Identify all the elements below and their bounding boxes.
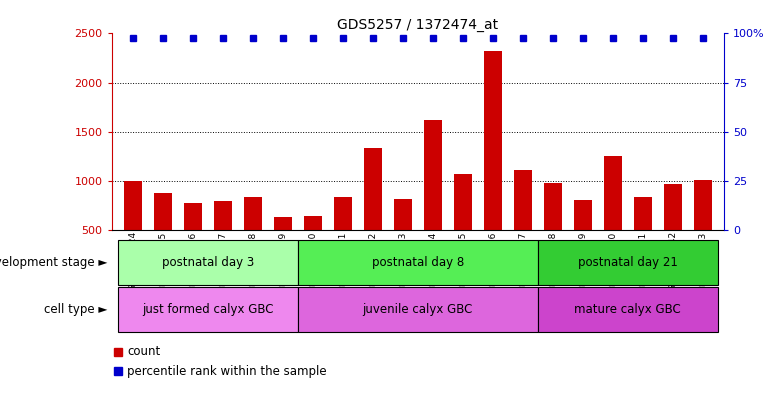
Text: juvenile calyx GBC: juvenile calyx GBC <box>363 303 473 316</box>
Bar <box>118 287 298 332</box>
Text: mature calyx GBC: mature calyx GBC <box>574 303 681 316</box>
Text: cell type ►: cell type ► <box>45 303 108 316</box>
Bar <box>537 240 718 285</box>
Bar <box>184 203 202 230</box>
Text: just formed calyx GBC: just formed calyx GBC <box>142 303 273 316</box>
Bar <box>574 200 592 230</box>
Bar <box>393 199 412 230</box>
Bar <box>214 201 232 230</box>
Text: postnatal day 8: postnatal day 8 <box>372 256 464 269</box>
Bar <box>154 193 172 230</box>
Bar <box>484 51 502 230</box>
Bar <box>634 197 651 230</box>
Bar <box>273 217 292 230</box>
Bar <box>664 184 681 230</box>
Bar <box>363 148 382 230</box>
Bar <box>243 196 262 230</box>
Bar <box>118 240 298 285</box>
Bar <box>454 174 472 230</box>
Text: percentile rank within the sample: percentile rank within the sample <box>127 365 326 378</box>
Text: development stage ►: development stage ► <box>0 256 108 269</box>
Bar <box>694 180 711 230</box>
Bar <box>124 181 142 230</box>
Text: postnatal day 21: postnatal day 21 <box>578 256 678 269</box>
Bar <box>544 183 562 230</box>
Bar <box>333 196 352 230</box>
Bar <box>298 240 537 285</box>
Bar <box>298 287 537 332</box>
Bar <box>514 170 532 230</box>
Bar <box>424 120 442 230</box>
Bar <box>537 287 718 332</box>
Title: GDS5257 / 1372474_at: GDS5257 / 1372474_at <box>337 18 498 32</box>
Text: postnatal day 3: postnatal day 3 <box>162 256 254 269</box>
Bar <box>303 216 322 230</box>
Bar <box>604 156 622 230</box>
Text: count: count <box>127 345 160 358</box>
